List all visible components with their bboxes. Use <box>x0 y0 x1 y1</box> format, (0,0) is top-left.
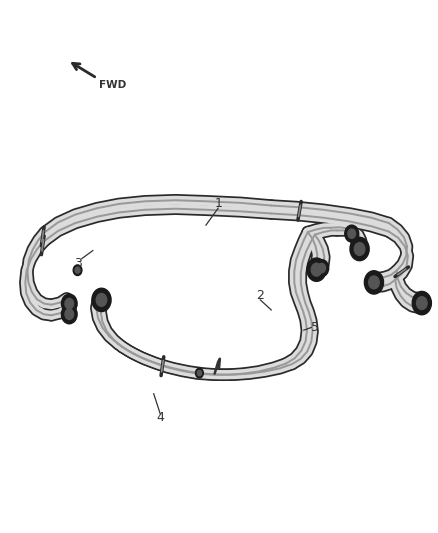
Circle shape <box>412 292 431 315</box>
Circle shape <box>307 258 326 281</box>
Text: 3: 3 <box>74 257 81 270</box>
Circle shape <box>92 288 111 312</box>
Circle shape <box>65 298 74 309</box>
Text: 4: 4 <box>156 411 164 424</box>
Circle shape <box>318 263 325 273</box>
Circle shape <box>61 305 77 324</box>
Circle shape <box>96 294 107 306</box>
Circle shape <box>369 276 379 289</box>
Circle shape <box>73 265 82 276</box>
Text: 5: 5 <box>311 321 319 334</box>
Circle shape <box>65 309 74 319</box>
Circle shape <box>345 225 359 242</box>
Text: 1: 1 <box>214 197 222 211</box>
Text: 2: 2 <box>256 289 264 302</box>
Text: FWD: FWD <box>99 80 127 91</box>
Circle shape <box>195 368 203 378</box>
Circle shape <box>75 267 80 273</box>
Circle shape <box>197 370 201 376</box>
Circle shape <box>350 237 369 261</box>
Circle shape <box>364 271 384 294</box>
Circle shape <box>354 243 365 255</box>
Circle shape <box>348 229 356 238</box>
Circle shape <box>417 297 427 310</box>
Circle shape <box>311 263 322 276</box>
Circle shape <box>315 260 328 277</box>
Circle shape <box>61 294 77 313</box>
